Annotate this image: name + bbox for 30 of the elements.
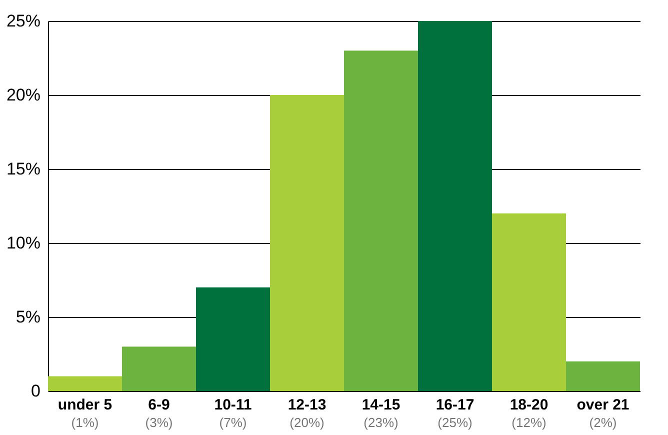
data-label: (23%): [364, 415, 398, 430]
x-tick-label: under 5: [58, 396, 112, 414]
y-tick-label: 0: [31, 382, 40, 400]
y-tick-label: 10%: [6, 234, 40, 252]
x-tick-label: 10-11: [214, 396, 252, 414]
bar: [492, 213, 566, 391]
y-tick-label: 25%: [6, 12, 40, 30]
bar: [418, 21, 492, 391]
x-tick-label: over 21: [576, 396, 630, 414]
data-label: (12%): [512, 415, 546, 430]
x-tick-label: 6-9: [148, 396, 170, 414]
x-tick-label: 16-17: [436, 396, 474, 414]
data-label: (3%): [145, 415, 173, 430]
x-tick-label: 14-15: [362, 396, 400, 414]
data-label: (25%): [438, 415, 472, 430]
bar: [196, 287, 270, 391]
x-tick-label: 18-20: [510, 396, 548, 414]
data-label: (20%): [290, 415, 324, 430]
x-tick-label: 12-13: [288, 396, 326, 414]
bar: [48, 376, 122, 391]
bar: [566, 361, 640, 391]
data-label: (2%): [589, 415, 617, 430]
bar: [344, 50, 418, 391]
data-label: (7%): [219, 415, 247, 430]
bar: [122, 346, 196, 391]
bar: [270, 95, 344, 391]
y-tick-label: 15%: [6, 160, 40, 178]
y-tick-label: 20%: [6, 86, 40, 104]
y-tick-label: 5%: [16, 308, 40, 326]
data-label: (1%): [71, 415, 99, 430]
